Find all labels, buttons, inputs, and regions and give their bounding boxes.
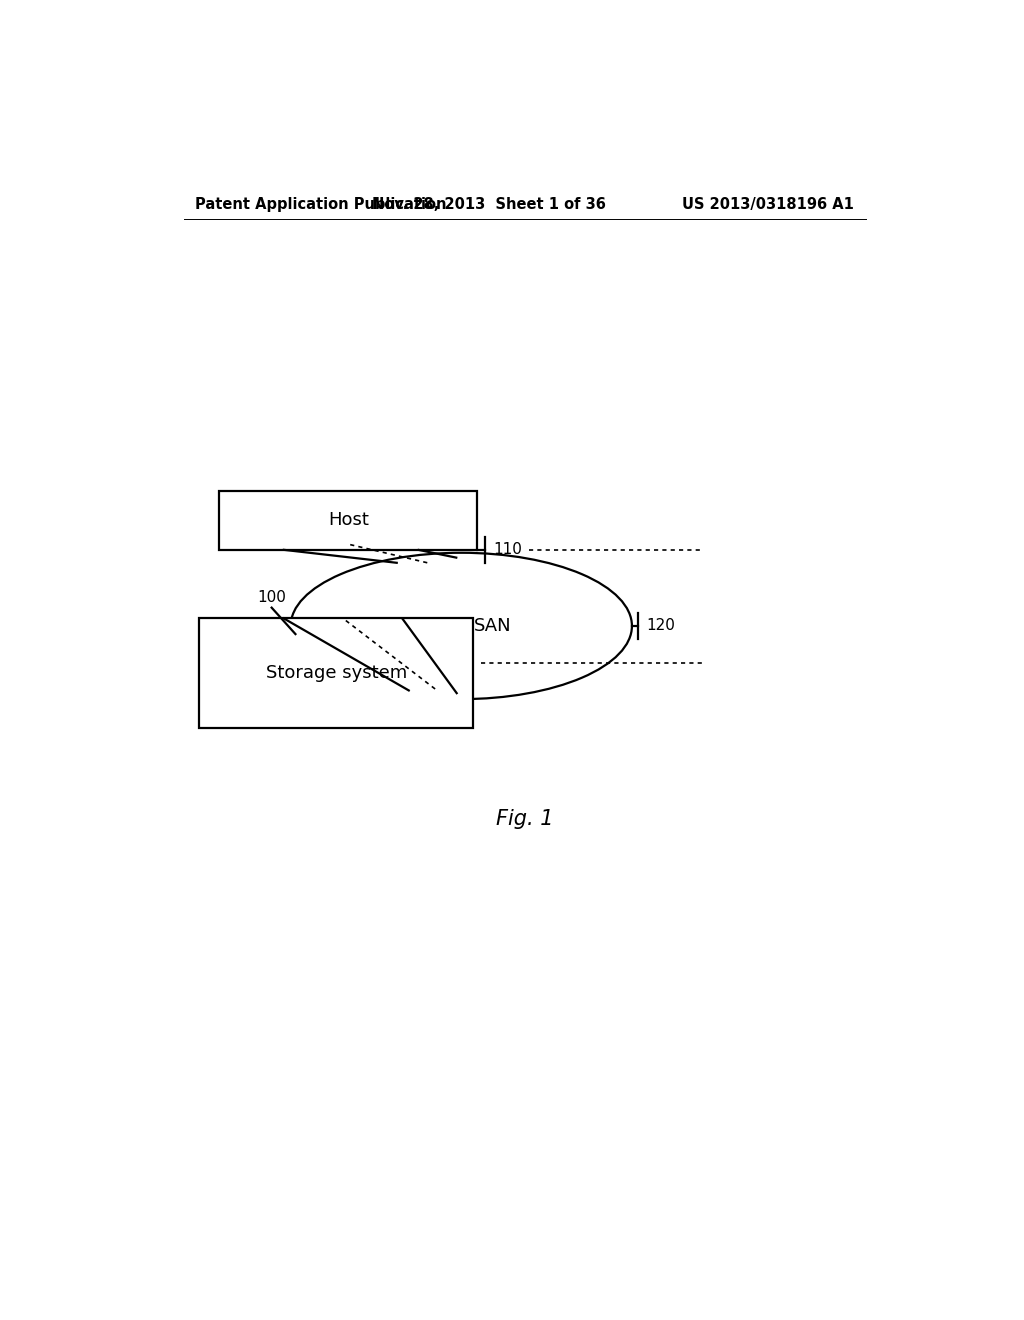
Text: 110: 110	[494, 543, 522, 557]
Bar	[219, 491, 477, 549]
Text: Fig. 1: Fig. 1	[496, 809, 554, 829]
Ellipse shape	[291, 553, 632, 700]
Text: Nov. 28, 2013  Sheet 1 of 36: Nov. 28, 2013 Sheet 1 of 36	[372, 197, 606, 213]
Text: 120: 120	[646, 619, 675, 634]
Text: SAN: SAN	[474, 616, 512, 635]
Text: US 2013/0318196 A1: US 2013/0318196 A1	[682, 197, 854, 213]
Text: Patent Application Publication: Patent Application Publication	[196, 197, 446, 213]
Text: Storage system: Storage system	[265, 664, 407, 681]
Text: Host: Host	[328, 511, 369, 529]
Bar	[200, 618, 473, 727]
Text: 100: 100	[257, 590, 287, 605]
